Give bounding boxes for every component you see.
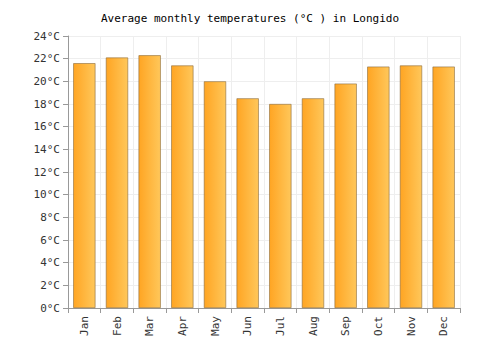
svg-text:16°C: 16°C — [34, 120, 61, 133]
svg-text:2°C: 2°C — [40, 279, 60, 292]
svg-text:12°C: 12°C — [34, 166, 61, 179]
svg-text:Jul: Jul — [274, 316, 287, 336]
svg-text:6°C: 6°C — [40, 234, 60, 247]
svg-text:10°C: 10°C — [34, 188, 61, 201]
svg-text:Average monthly temperatures (: Average monthly temperatures (°C ) in Lo… — [101, 12, 399, 25]
svg-text:Mar: Mar — [143, 316, 156, 336]
svg-text:Jun: Jun — [241, 316, 254, 336]
svg-text:14°C: 14°C — [34, 143, 61, 156]
svg-text:Apr: Apr — [176, 316, 189, 336]
svg-text:8°C: 8°C — [40, 211, 60, 224]
svg-text:20°C: 20°C — [34, 75, 61, 88]
svg-text:Jan: Jan — [78, 316, 91, 336]
svg-text:May: May — [209, 316, 222, 336]
svg-text:Dec: Dec — [437, 316, 450, 336]
svg-text:Aug: Aug — [307, 316, 320, 336]
svg-text:Nov: Nov — [405, 316, 418, 336]
svg-text:Feb: Feb — [111, 316, 124, 336]
svg-text:0°C: 0°C — [40, 302, 60, 315]
svg-text:4°C: 4°C — [40, 256, 60, 269]
svg-text:18°C: 18°C — [34, 98, 61, 111]
svg-text:22°C: 22°C — [34, 52, 61, 65]
svg-text:Sep: Sep — [339, 316, 352, 336]
svg-text:24°C: 24°C — [34, 30, 61, 43]
svg-text:Oct: Oct — [372, 316, 385, 336]
